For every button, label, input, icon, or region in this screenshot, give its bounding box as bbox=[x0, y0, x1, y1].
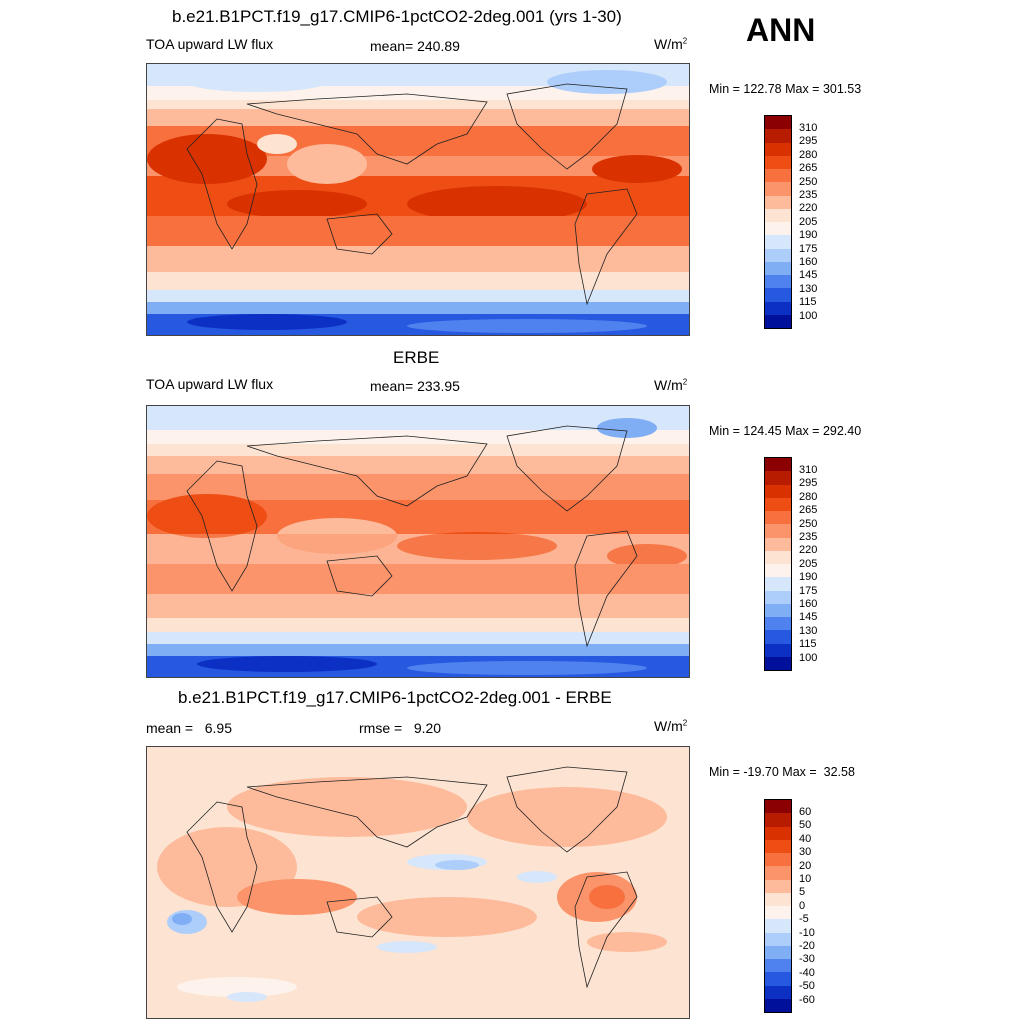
cbar-tick: -50 bbox=[799, 980, 815, 993]
panel2-variable-label: TOA upward LW flux bbox=[146, 376, 274, 392]
cbar-tick: 280 bbox=[799, 148, 818, 161]
cbar-tick: 310 bbox=[799, 464, 818, 476]
cbar-tick: 295 bbox=[799, 477, 818, 490]
cbar-tick: -20 bbox=[799, 940, 815, 952]
cbar-tick: 130 bbox=[799, 624, 818, 637]
cbar-tick: 100 bbox=[799, 651, 818, 664]
cbar-tick: 205 bbox=[799, 215, 818, 228]
cbar-tick: 40 bbox=[799, 832, 812, 845]
cbar-tick: 115 bbox=[799, 638, 817, 651]
cbar-tick: 60 bbox=[799, 806, 812, 818]
cbar-tick: 190 bbox=[799, 229, 818, 242]
cbar-tick: 220 bbox=[799, 544, 818, 557]
cbar-tick: 250 bbox=[799, 517, 818, 530]
cbar-tick: 235 bbox=[799, 531, 818, 543]
cbar-tick: 10 bbox=[799, 873, 812, 885]
cbar-tick: 100 bbox=[799, 309, 818, 322]
cbar-tick: 310 bbox=[799, 122, 818, 134]
panel2-minmax: Min = 124.45 Max = 292.40 bbox=[709, 424, 862, 438]
panel3-title: b.e21.B1PCT.f19_g17.CMIP6-1pctCO2-2deg.0… bbox=[178, 688, 612, 707]
cbar-tick: 205 bbox=[799, 557, 818, 570]
panel1-minmax: Min = 122.78 Max = 301.53 bbox=[709, 82, 862, 96]
cbar-tick: 220 bbox=[799, 202, 818, 215]
panel2-mean-label: mean= 233.95 bbox=[370, 378, 460, 394]
cbar-tick: 30 bbox=[799, 846, 812, 859]
panel1-map bbox=[146, 63, 690, 336]
cbar-tick: 20 bbox=[799, 859, 812, 872]
panel3-mean-label: mean = 6.95 bbox=[146, 720, 233, 736]
panel2-map bbox=[146, 405, 690, 678]
panel1-units: W/m2 bbox=[654, 36, 688, 52]
cbar-tick: 145 bbox=[799, 611, 818, 624]
cbar-tick: 295 bbox=[799, 135, 818, 148]
panel3-units: W/m2 bbox=[654, 718, 688, 734]
cbar-tick: -40 bbox=[799, 966, 815, 979]
cbar-tick: 115 bbox=[799, 296, 817, 309]
panel3-colorbar bbox=[764, 799, 792, 1013]
panel1-title: b.e21.B1PCT.f19_g17.CMIP6-1pctCO2-2deg.0… bbox=[172, 7, 622, 26]
cbar-tick: 50 bbox=[799, 819, 812, 832]
cbar-tick: -10 bbox=[799, 926, 815, 939]
panel1-colorbar bbox=[764, 115, 792, 329]
cbar-tick: 145 bbox=[799, 269, 818, 282]
panel2-colorbar-labels: 310 295 280 265 250 235 220 205 190 175 … bbox=[799, 465, 839, 677]
cbar-tick: 265 bbox=[799, 504, 818, 517]
cbar-tick: 265 bbox=[799, 162, 818, 175]
panel1-mean-label: mean= 240.89 bbox=[370, 38, 460, 54]
cbar-tick: 5 bbox=[799, 886, 806, 899]
cbar-tick: 250 bbox=[799, 175, 818, 188]
panel1-variable-label: TOA upward LW flux bbox=[146, 36, 274, 52]
season-label: ANN bbox=[746, 12, 816, 48]
cbar-tick: 175 bbox=[799, 584, 818, 597]
cbar-tick: -5 bbox=[799, 913, 809, 926]
panel3-map bbox=[146, 746, 690, 1019]
cbar-tick: 0 bbox=[799, 899, 806, 912]
panel2-colorbar bbox=[764, 457, 792, 671]
cbar-tick: -60 bbox=[799, 993, 815, 1006]
cbar-tick: 280 bbox=[799, 490, 818, 503]
cbar-tick: 160 bbox=[799, 598, 818, 610]
panel3-rmse-label: rmse = 9.20 bbox=[359, 720, 442, 736]
panel3-minmax: Min = -19.70 Max = 32.58 bbox=[709, 765, 855, 779]
cbar-tick: -30 bbox=[799, 953, 815, 966]
panel3-colorbar-labels: 60 50 40 30 20 10 5 0 -5 -10 -20 -30 -40… bbox=[799, 807, 839, 1019]
panel2-title: ERBE bbox=[393, 348, 440, 367]
cbar-tick: 190 bbox=[799, 571, 818, 584]
cbar-tick: 160 bbox=[799, 256, 818, 268]
panel2-units: W/m2 bbox=[654, 377, 688, 393]
panel1-colorbar-labels: 310 295 280 265 250 235 220 205 190 175 … bbox=[799, 123, 839, 335]
cbar-tick: 130 bbox=[799, 282, 818, 295]
cbar-tick: 235 bbox=[799, 189, 818, 201]
cbar-tick: 175 bbox=[799, 242, 818, 255]
